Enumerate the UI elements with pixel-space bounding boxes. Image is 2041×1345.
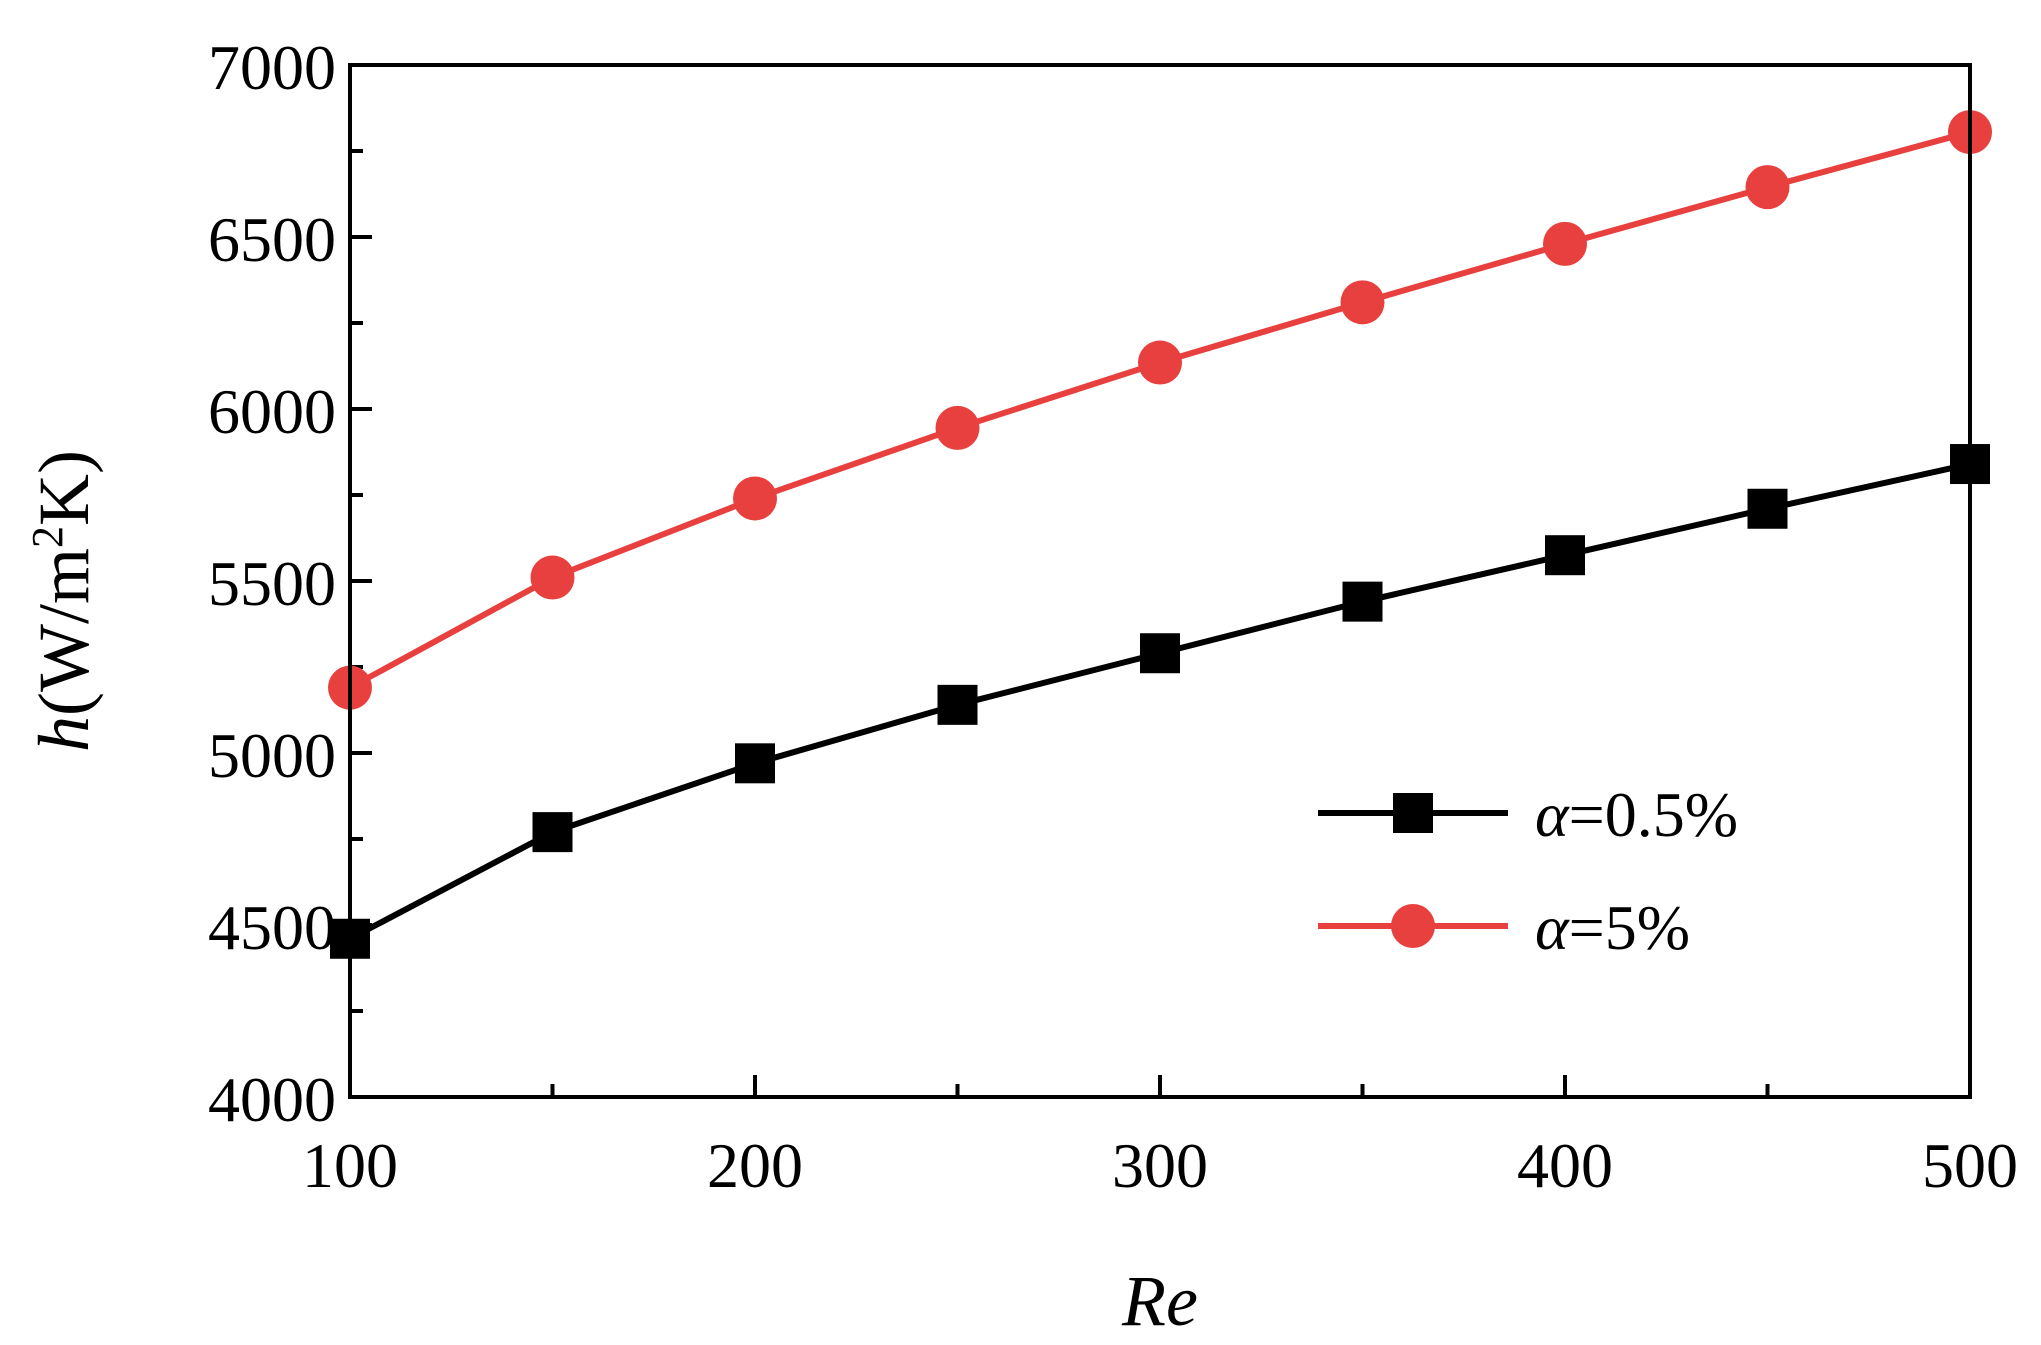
data-point-circle bbox=[1340, 280, 1385, 325]
data-point-circle bbox=[733, 476, 777, 521]
legend-value: =0.5% bbox=[1569, 779, 1738, 850]
data-point-square bbox=[1545, 535, 1585, 576]
y-tick-label: 6500 bbox=[208, 204, 336, 275]
data-point-square bbox=[1747, 488, 1788, 529]
data-point-square bbox=[1342, 581, 1383, 622]
data-point-circle bbox=[1138, 340, 1182, 385]
x-tick-label: 200 bbox=[707, 1130, 803, 1201]
x-tick-label: 100 bbox=[302, 1130, 398, 1201]
series-2 bbox=[328, 110, 1992, 710]
legend-marker-circle bbox=[1391, 904, 1435, 948]
x-tick-label: 400 bbox=[1517, 1130, 1613, 1201]
y-tick-label: 6000 bbox=[208, 376, 336, 447]
y-axis-symbol: h bbox=[24, 716, 104, 752]
y-tick-label: 5000 bbox=[208, 720, 336, 791]
legend: α=0.5%α=5% bbox=[1318, 779, 1738, 963]
plot-frame bbox=[348, 63, 1972, 1099]
legend-symbol: α bbox=[1535, 779, 1570, 850]
data-point-circle bbox=[1543, 221, 1587, 266]
y-tick-label: 4000 bbox=[208, 1064, 336, 1135]
series-layer bbox=[328, 110, 1992, 959]
legend-entry-2: α=5% bbox=[1318, 892, 1690, 963]
legend-label: α=0.5% bbox=[1535, 779, 1738, 850]
data-point-square bbox=[735, 743, 775, 784]
y-axis-unit-close: K) bbox=[24, 450, 104, 526]
x-tick-label: 300 bbox=[1112, 1130, 1208, 1201]
data-point-circle bbox=[1745, 165, 1790, 210]
y-tick-labels: 4000 4500 5000 5500 6000 6500 7000 bbox=[208, 32, 336, 1135]
data-point-square bbox=[532, 812, 573, 853]
data-point-circle bbox=[935, 405, 980, 450]
legend-entry-1: α=0.5% bbox=[1318, 779, 1738, 850]
series-1 bbox=[330, 444, 1990, 959]
legend-symbol: α bbox=[1535, 892, 1570, 963]
series-line bbox=[348, 129, 1971, 691]
x-axis-title: Re bbox=[1121, 1261, 1198, 1341]
x-tick-label: 500 bbox=[1922, 1130, 2018, 1201]
y-axis-title: h(W/m2K) bbox=[23, 450, 104, 752]
y-tick-label: 5500 bbox=[208, 548, 336, 619]
axis-ticks bbox=[348, 63, 1972, 1099]
y-tick-label: 7000 bbox=[208, 32, 336, 103]
y-axis-unit-superscript: 2 bbox=[23, 526, 72, 548]
x-tick-labels: 100 200 300 400 500 bbox=[302, 1130, 2018, 1201]
legend-marker-square bbox=[1393, 793, 1433, 833]
legend-value: =5% bbox=[1569, 892, 1690, 963]
data-point-square bbox=[1140, 633, 1180, 674]
y-tick-label: 4500 bbox=[208, 892, 336, 963]
data-point-circle bbox=[530, 555, 575, 600]
legend-label: α=5% bbox=[1535, 892, 1690, 963]
series-line bbox=[348, 461, 1971, 942]
data-point-square bbox=[937, 684, 978, 725]
y-axis-unit-open: (W/m bbox=[24, 548, 104, 716]
